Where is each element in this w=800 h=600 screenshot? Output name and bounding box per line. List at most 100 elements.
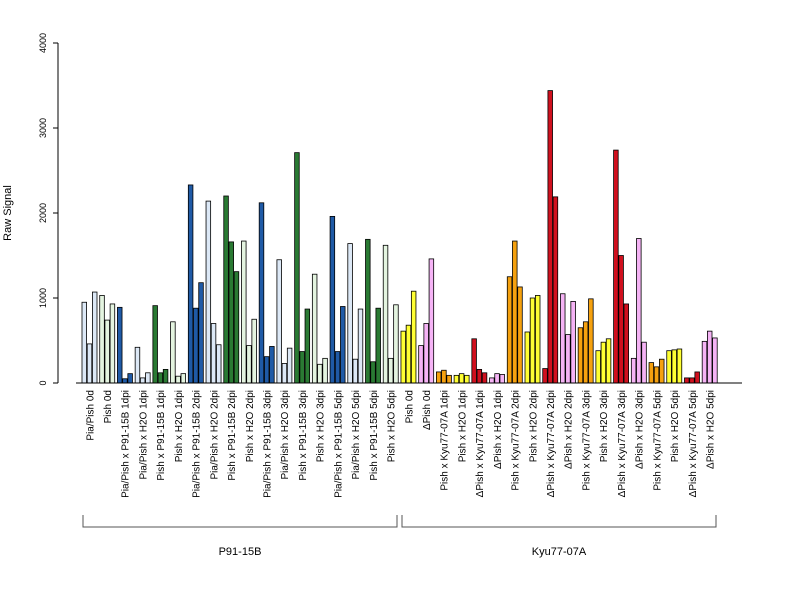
bar [134, 346, 141, 384]
bar [671, 349, 677, 384]
bar [641, 341, 647, 384]
bar [542, 368, 548, 384]
bar [281, 363, 288, 384]
x-tick-label: Pia/Pish x H2O 1dpi [138, 390, 149, 480]
bar [263, 356, 270, 384]
bar [659, 358, 665, 384]
bar [269, 346, 275, 384]
bar [605, 338, 612, 384]
x-tick-label: ΔPish x H2O 1dpi [493, 390, 504, 469]
bar [157, 372, 164, 384]
x-tick-label: ΔPish x Kyu77-07A 5dpi [688, 390, 699, 497]
bar [595, 350, 601, 384]
bar [676, 348, 683, 384]
bar [565, 334, 571, 384]
bar [570, 300, 576, 384]
group-label: Kyu77-07A [532, 546, 587, 558]
bar [694, 371, 700, 384]
bar [334, 351, 341, 384]
bar [117, 306, 123, 384]
x-tick-label: Pish x H2O 5dpi [670, 390, 681, 462]
bar [471, 338, 477, 384]
bar [286, 347, 293, 384]
bar [684, 377, 690, 384]
bar [198, 282, 204, 384]
y-tick-label: 3000 [38, 118, 48, 138]
bar [481, 372, 488, 384]
bar [228, 241, 234, 384]
bar [458, 373, 465, 384]
bar [600, 341, 607, 384]
bar [588, 298, 594, 384]
x-tick-label: Pish x Kyu77-07A 5dpi [652, 390, 663, 491]
bar [180, 373, 186, 384]
bar [205, 200, 212, 384]
x-tick-label: Pish x Kyu77-07A 3dpi [581, 390, 592, 491]
bar [582, 321, 589, 384]
x-tick-label: Pish x P91-15B 5dpi [369, 390, 380, 481]
x-tick-label: Pish x H2O 2dpi [245, 390, 256, 462]
bars [81, 90, 718, 384]
bar [352, 358, 358, 384]
bar [170, 321, 176, 384]
bar [613, 149, 619, 384]
x-tick-label: ΔPish x Kyu77-07A 2dpi [546, 390, 557, 497]
x-tick-label: ΔPish x Kyu77-07A 3dpi [617, 390, 628, 497]
bar [707, 330, 713, 384]
bar [251, 318, 257, 384]
bar [152, 305, 158, 384]
x-tick-label: Pish x H2O 1dpi [174, 390, 185, 462]
y-axis-label: Raw Signal [2, 185, 14, 241]
group-label: P91-15B [219, 546, 262, 558]
bar [506, 276, 513, 384]
x-tick-label: Pia/Pish x P91-15B 1dpi [121, 390, 132, 498]
bar [712, 337, 718, 384]
bar [81, 301, 87, 384]
x-tick-label: Pia/Pish 0d [85, 390, 96, 441]
x-tick-label: Pia/Pish x H2O 3dpi [280, 390, 291, 480]
bar [405, 324, 412, 384]
bar [577, 327, 584, 384]
x-tick-label: Pish x P91-15B 1dpi [156, 390, 167, 481]
bar [499, 374, 505, 384]
y-axis: 0 1000 2000 3000 4000 [38, 33, 59, 386]
bar [547, 90, 553, 384]
bar [276, 259, 282, 384]
bar [347, 243, 353, 384]
y-tick-label: 2000 [38, 203, 48, 223]
x-tick-label: Pish 0d [103, 390, 114, 423]
bar [648, 362, 655, 384]
bar [193, 307, 199, 384]
bar [441, 369, 447, 384]
bar [494, 373, 500, 384]
bar [529, 297, 536, 384]
x-axis: Pia/Pish 0d Pish 0d Pia/Pish x P91-15B 1dp… [76, 382, 742, 498]
bar [109, 303, 116, 384]
bar [464, 374, 470, 384]
bar [476, 368, 483, 384]
bar [92, 291, 98, 384]
bar [294, 152, 300, 384]
x-tick-label: ΔPish x H2O 2dpi [564, 390, 575, 469]
y-tick-label: 0 [38, 380, 48, 385]
bar [517, 286, 523, 384]
x-tick-label: Pish x Kyu77-07A 1dpi [440, 390, 451, 491]
bar [552, 196, 559, 384]
bar [428, 258, 435, 384]
x-tick-label: Pia/Pish x H2O 5dpi [351, 390, 362, 480]
bar [99, 295, 105, 384]
x-tick-label: ΔPish x H2O 3dpi [635, 390, 646, 469]
bar [311, 273, 318, 384]
bar [393, 304, 399, 384]
bar [304, 308, 311, 384]
x-tick-label: Pish x P91-15B 3dpi [298, 390, 309, 481]
x-tick-label: Pia/Pish x P91-15B 5dpi [333, 390, 344, 498]
bar [560, 293, 566, 384]
bar [623, 303, 629, 384]
bar [375, 307, 381, 384]
bar [357, 308, 364, 384]
group-bracket [82, 515, 398, 528]
group-bracket [401, 515, 717, 528]
bar [370, 361, 376, 384]
x-tick-label: ΔPish x H2O 5dpi [706, 390, 717, 469]
